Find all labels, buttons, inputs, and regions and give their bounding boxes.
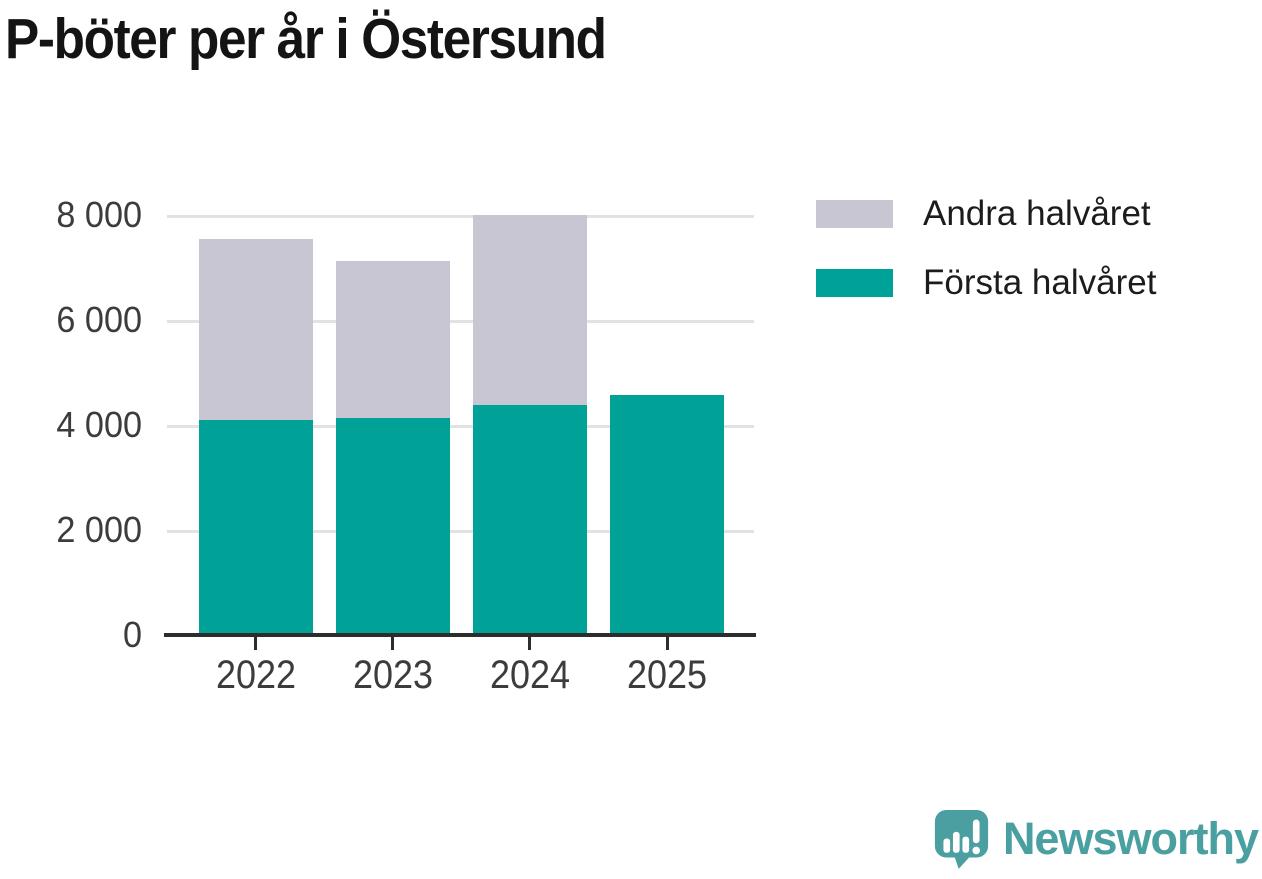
logo-bar-icon [962, 836, 970, 853]
bar-2022-forsta-halvaret [198, 420, 313, 636]
y-axis-label-0: 0 [122, 614, 142, 656]
logo-bar-icon [952, 831, 960, 853]
y-axis-label-8000: 8 000 [56, 194, 142, 236]
bar-2022-andra-halvaret [198, 239, 313, 421]
legend-swatch [816, 269, 893, 297]
x-axis-line [164, 633, 756, 637]
logo-exclamation-dot-icon [972, 846, 980, 855]
x-tick-2022 [254, 637, 257, 650]
x-tick-2023 [391, 637, 395, 650]
gridline-8000 [167, 214, 754, 218]
plot-area [167, 190, 754, 636]
gridline-4000 [167, 424, 754, 428]
logo-bar-icon [943, 838, 951, 853]
legend-item-forsta-halvaret: Första halvåret [816, 263, 1156, 303]
legend: Andra halvåret Första halvåret [816, 194, 1156, 332]
newsworthy-logo: Newsworthy [933, 808, 1259, 870]
x-axis-label-2024: 2024 [489, 653, 570, 697]
bar-2025-forsta-halvaret [610, 394, 725, 636]
logo-exclamation-icon [972, 819, 980, 844]
bar-2023-andra-halvaret [335, 261, 450, 419]
x-axis-label-2023: 2023 [352, 653, 433, 697]
y-axis-label-2000: 2 000 [56, 509, 142, 551]
page-title: P-böter per år i Östersund [5, 7, 607, 71]
x-axis-label-2022: 2022 [215, 653, 296, 697]
y-axis-label-6000: 6 000 [56, 299, 142, 341]
legend-swatch [816, 200, 893, 228]
legend-label: Andra halvåret [923, 194, 1151, 233]
newsworthy-logo-icon [934, 810, 989, 869]
gridline-2000 [167, 529, 754, 533]
y-axis-labels: 0 2 000 4 000 6 000 8 000 [0, 190, 142, 655]
bar-2024-andra-halvaret [472, 215, 587, 406]
x-tick-2025 [665, 637, 669, 650]
y-axis-label-4000: 4 000 [56, 404, 142, 446]
legend-label: Första halvåret [923, 263, 1157, 302]
bar-2023-forsta-halvaret [335, 418, 450, 636]
legend-item-andra-halvaret: Andra halvåret [816, 194, 1156, 234]
gridline-6000 [167, 319, 754, 323]
x-axis-label-2025: 2025 [627, 653, 708, 697]
bar-2024-forsta-halvaret [472, 405, 587, 636]
x-tick-2024 [528, 637, 532, 650]
logo-text: Newsworthy [1002, 813, 1259, 864]
